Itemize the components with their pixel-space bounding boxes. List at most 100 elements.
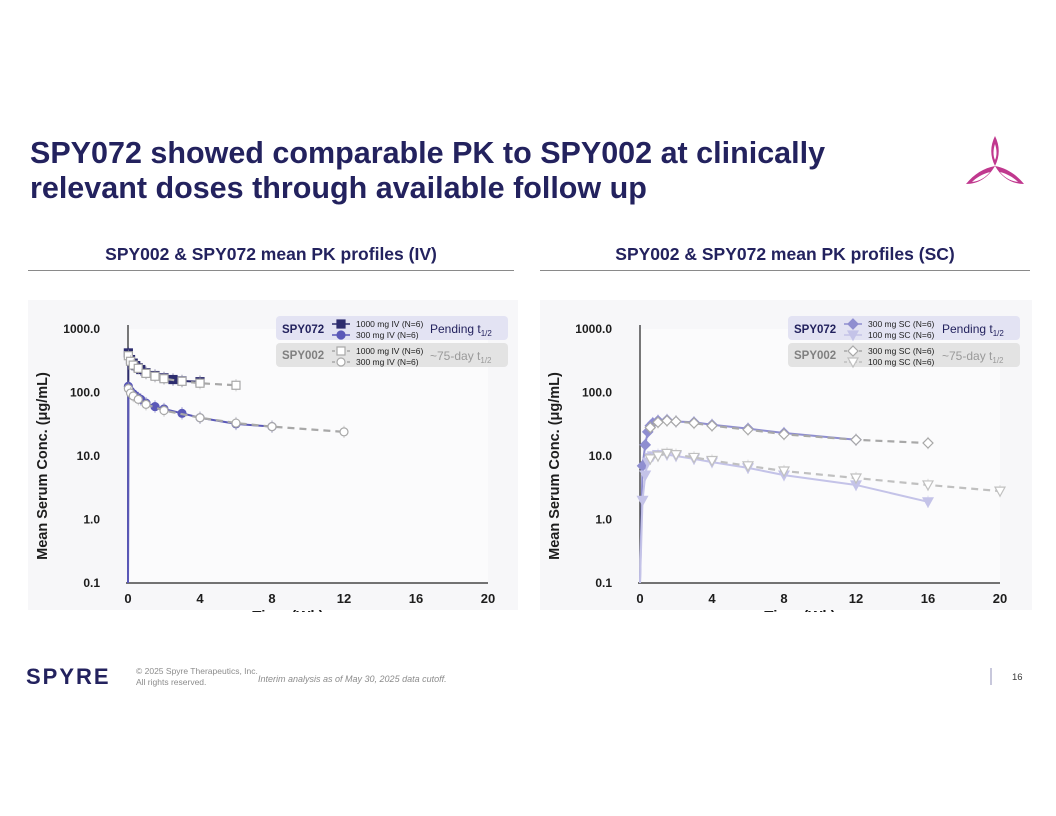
copyright: © 2025 Spyre Therapeutics, Inc. All righ… [136, 666, 258, 688]
sc-xtick-3: 12 [849, 591, 863, 606]
iv-legend-spy072-box [276, 316, 508, 340]
sc-ytick-4: 0.1 [595, 576, 612, 590]
iv-series-3-point-3 [133, 394, 143, 404]
sc-legend-swatch-0 [847, 318, 859, 330]
iv-series-2-point-3 [133, 363, 143, 373]
sc-series-3-point-8 [849, 473, 863, 485]
sc-pk-chart: 1000.0 100.0 10.0 1.0 0.1 0 4 8 12 16 20 Time (Wk) M… [540, 300, 1032, 612]
sc-series-2-point-0 [644, 421, 657, 434]
sc-series-3-point-2 [660, 448, 674, 460]
sc-series-1-point-14 [921, 497, 935, 509]
iv-legend-spy002-sub: 1/2 [480, 356, 492, 365]
iv-series-3-point-7 [231, 418, 241, 428]
sc-legend-spy002-label: SPY002 [794, 350, 836, 362]
sc-series-2 [644, 414, 934, 450]
sc-series-3 [644, 447, 1007, 498]
iv-series-3-point-8 [267, 422, 277, 432]
iv-series-2-point-7 [177, 376, 187, 386]
slide-title: SPY072 showed comparable PK to SPY002 at… [30, 136, 930, 206]
sc-legend-swatch-3 [846, 357, 860, 369]
iv-ytick-3: 1.0 [83, 513, 100, 527]
sc-legend-entry-0: 300 mg SC (N=6) [868, 319, 935, 329]
iv-xtick-4: 16 [409, 591, 423, 606]
sc-series-3-point-3 [669, 450, 683, 461]
sc-legend-spy002-sub: 1/2 [992, 356, 1004, 365]
iv-ytick-2: 10.0 [77, 449, 101, 463]
iv-legend-spy002-box [276, 343, 508, 367]
copyright-line2: All rights reserved. [136, 677, 207, 687]
iv-legend-entry-1: 300 mg IV (N=6) [356, 330, 419, 340]
slide-title-line2: relevant doses through available follow … [30, 171, 647, 205]
iv-legend-spy072-note: Pending t1/2 [430, 322, 492, 338]
sc-series-2-point-2 [661, 414, 673, 427]
sc-legend-spy072-note: Pending t1/2 [942, 322, 1004, 338]
sc-series-2-point-7 [778, 428, 790, 441]
iv-legend-swatch-1 [336, 330, 346, 340]
sc-series-3-point-1 [651, 451, 665, 463]
iv-legend-entry-2: 1000 mg IV (N=6) [356, 346, 423, 356]
sc-series-3-point-7 [777, 466, 791, 478]
sc-ytick-1: 100.0 [582, 386, 612, 400]
iv-legend-swatch-2 [336, 346, 346, 356]
iv-series-3-point-5 [159, 405, 169, 416]
sc-series-3-point-5 [705, 455, 719, 467]
iv-xtick-5: 20 [481, 591, 495, 606]
sc-series-3-point-0 [644, 454, 657, 466]
iv-pk-chart: 1000.0 100.0 10.0 1.0 0.1 0 4 8 12 16 20 Time (Wk) M… [28, 300, 518, 612]
sc-xlabel: Time (Wk) [764, 608, 835, 612]
iv-series-3-point-9 [339, 427, 349, 437]
left-panel-heading: SPY002 & SPY072 mean PK profiles (IV) [105, 244, 437, 264]
iv-legend-spy072-sub: 1/2 [481, 329, 493, 338]
page-number: 16 [1012, 672, 1023, 683]
sc-xtick-5: 20 [993, 591, 1007, 606]
iv-legend-spy072: SPY072 1000 mg IV (N=6)300 mg IV (N=6) Pen… [276, 316, 508, 340]
sc-series-2-point-8 [850, 433, 862, 446]
sc-series-1-point-1 [636, 495, 649, 507]
sc-series-2-point-9 [922, 437, 934, 449]
iv-legend-spy002: SPY002 1000 mg IV (N=6)300 mg IV (N=6) ~75… [276, 343, 508, 367]
sc-legend-spy072-box [788, 316, 1020, 340]
iv-legend-entry-0: 1000 mg IV (N=6) [356, 319, 423, 329]
footer-divider [990, 668, 992, 685]
sc-ytick-2: 10.0 [589, 449, 613, 463]
sc-series-2-point-3 [670, 415, 682, 428]
iv-series-2-point-5 [150, 371, 160, 381]
iv-legend-entry-3: 300 mg IV (N=6) [356, 357, 419, 367]
sc-series-3-point-6 [741, 461, 755, 473]
iv-xlabel: Time (Wk) [252, 608, 323, 612]
sc-xtick-2: 8 [780, 591, 787, 606]
sc-series-3-point-10 [993, 486, 1007, 498]
sc-xtick-4: 16 [921, 591, 935, 606]
slide-title-line1: SPY072 showed comparable PK to SPY002 at… [30, 136, 826, 170]
sc-legend-spy002: SPY002 300 mg SC (N=6)100 mg SC (N=6) ~75-… [788, 343, 1020, 369]
right-panel-divider [540, 270, 1030, 271]
sc-ytick-0: 1000.0 [575, 322, 612, 336]
iv-legend-spy072-label: SPY072 [282, 324, 324, 336]
data-cutoff-note: Interim analysis as of May 30, 2025 data… [258, 674, 447, 684]
sc-xtick-1: 4 [708, 591, 716, 606]
iv-legend-swatch-3 [336, 357, 346, 367]
sc-legend-entry-2: 300 mg SC (N=6) [868, 346, 935, 356]
iv-series-2 [123, 349, 241, 392]
sc-legend-spy072-label: SPY072 [794, 324, 836, 336]
iv-series-2-point-9 [231, 380, 241, 390]
sc-legend-spy002-box [788, 343, 1020, 367]
sc-series-0-point-2 [639, 438, 652, 451]
right-panel-heading: SPY002 & SPY072 mean PK profiles (SC) [615, 244, 955, 264]
sc-series-2-point-6 [742, 423, 754, 436]
iv-legend-swatch-0 [336, 319, 346, 329]
sc-legend-entry-3: 100 mg SC (N=6) [868, 357, 935, 367]
spyre-wordmark-logo: SPYRE [26, 664, 109, 689]
iv-plot-area [128, 329, 488, 583]
iv-series-3-point-4 [141, 399, 151, 409]
sc-legend-spy072-sub: 1/2 [993, 329, 1005, 338]
iv-xtick-0: 0 [124, 591, 131, 606]
iv-ytick-1: 100.0 [70, 386, 100, 400]
left-panel-divider [28, 270, 514, 271]
sc-legend-swatch-1 [846, 330, 860, 342]
iv-series-3-point-6 [195, 413, 205, 423]
iv-xtick-2: 8 [268, 591, 275, 606]
iv-ytick-4: 0.1 [83, 576, 100, 590]
iv-series-2-point-4 [141, 368, 151, 378]
iv-legend-spy002-note: ~75-day t1/2 [430, 349, 492, 365]
